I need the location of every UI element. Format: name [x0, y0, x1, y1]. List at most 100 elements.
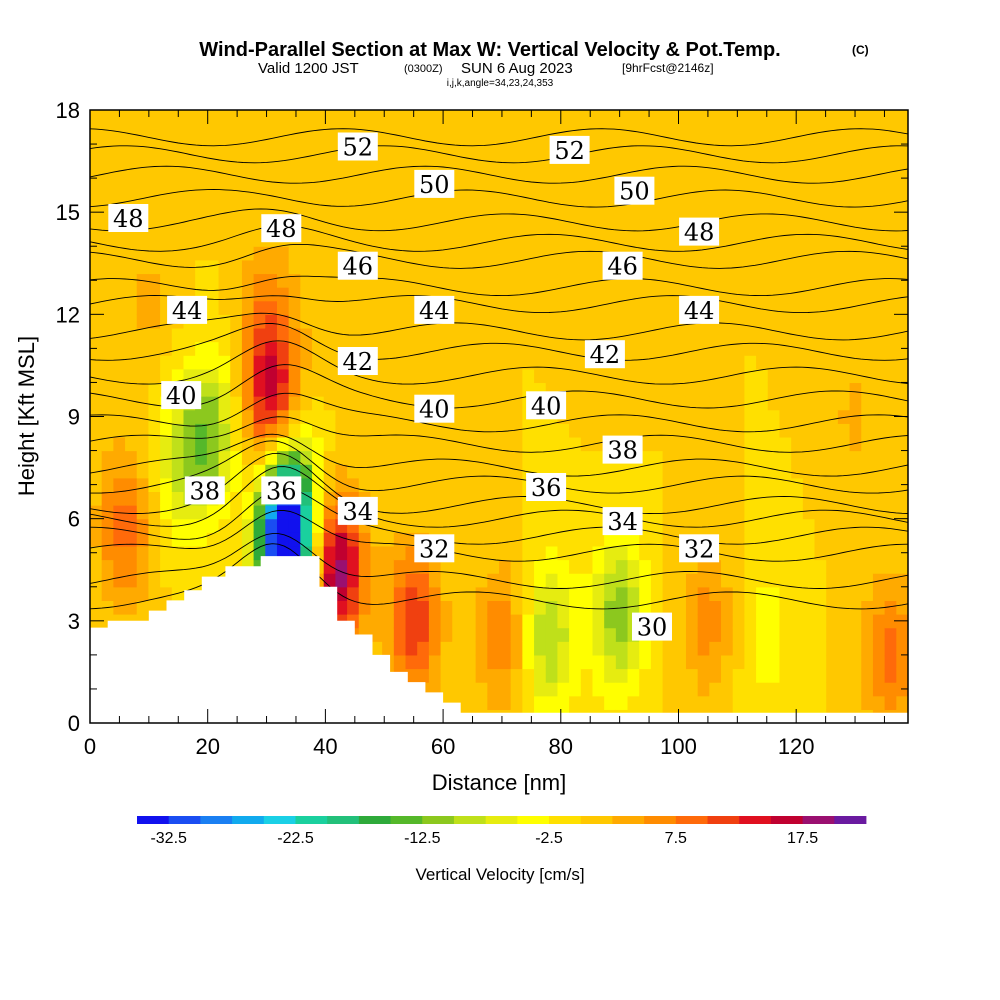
velocity-cell: [884, 137, 897, 152]
velocity-cell: [592, 368, 605, 384]
velocity-cell: [382, 573, 395, 588]
velocity-cell: [662, 368, 675, 384]
velocity-cell: [487, 246, 500, 261]
velocity-cell: [335, 600, 348, 615]
velocity-cell: [849, 627, 862, 642]
velocity-cell: [837, 396, 851, 411]
velocity-cell: [452, 641, 465, 656]
velocity-cell: [195, 355, 208, 370]
velocity-cell: [358, 423, 372, 438]
velocity-cell: [849, 668, 862, 683]
velocity-cell: [206, 518, 220, 533]
velocity-cell: [639, 287, 652, 302]
velocity-cell: [837, 137, 851, 152]
velocity-cell: [312, 505, 325, 520]
velocity-cell: [709, 246, 722, 261]
velocity-cell: [382, 368, 395, 384]
velocity-cell: [475, 409, 488, 424]
velocity-cell: [417, 491, 430, 506]
velocity-cell: [650, 287, 664, 302]
velocity-cell: [814, 518, 827, 533]
velocity-cell: [510, 436, 523, 452]
velocity-cell: [101, 137, 114, 152]
velocity-cell: [662, 273, 675, 288]
velocity-cell: [440, 355, 453, 370]
velocity-cell: [557, 682, 570, 697]
velocity-cell: [358, 191, 372, 206]
velocity-cell: [744, 218, 757, 234]
velocity-cell: [721, 246, 734, 261]
velocity-cell: [896, 464, 908, 479]
velocity-cell: [393, 150, 407, 166]
velocity-cell: [393, 614, 407, 629]
velocity-cell: [534, 191, 547, 206]
chart-copyright: (C): [852, 43, 869, 57]
velocity-cell: [370, 423, 383, 438]
velocity-cell: [884, 586, 897, 601]
velocity-cell: [499, 396, 512, 411]
velocity-cell: [90, 246, 103, 261]
velocity-cell: [534, 586, 547, 601]
velocity-cell: [650, 368, 664, 384]
velocity-cell: [580, 559, 594, 574]
velocity-cell: [744, 409, 757, 424]
chart-titles: Wind-Parallel Section at Max W: Vertical…: [199, 39, 868, 89]
velocity-cell: [335, 205, 348, 220]
velocity-cell: [241, 191, 255, 206]
velocity-cell: [148, 355, 161, 370]
velocity-cell: [499, 627, 512, 642]
velocity-cell: [148, 341, 161, 356]
velocity-cell: [136, 123, 150, 138]
velocity-cell: [767, 150, 781, 166]
velocity-cell: [662, 287, 675, 302]
isentrope-line: [90, 452, 908, 515]
velocity-cell: [662, 205, 675, 220]
velocity-cell: [206, 464, 220, 479]
velocity-cell: [487, 477, 500, 493]
velocity-cell: [323, 137, 336, 152]
velocity-cell: [417, 627, 430, 642]
velocity-cell: [241, 205, 255, 220]
velocity-cell: [732, 110, 745, 125]
velocity-cell: [510, 559, 523, 574]
velocity-cell: [241, 273, 255, 288]
velocity-cell: [767, 341, 781, 356]
velocity-cell: [569, 573, 582, 588]
velocity-cell: [779, 137, 792, 152]
velocity-cell: [814, 450, 827, 465]
velocity-cell: [826, 341, 839, 356]
velocity-cell: [393, 450, 407, 465]
velocity-cell: [206, 450, 220, 465]
x-tick-label: 0: [84, 734, 96, 759]
velocity-cell: [732, 532, 745, 547]
velocity-cell: [347, 586, 360, 601]
velocity-cell: [276, 464, 290, 479]
velocity-cell: [615, 150, 629, 166]
velocity-cell: [510, 409, 523, 424]
velocity-cell: [545, 450, 559, 465]
velocity-cell: [709, 641, 722, 656]
velocity-cell: [896, 355, 908, 370]
velocity-cell: [767, 178, 781, 193]
velocity-cell: [417, 573, 430, 588]
velocity-cell: [405, 355, 418, 370]
velocity-cell: [650, 668, 664, 683]
velocity-cell: [475, 477, 488, 493]
velocity-cell: [335, 586, 348, 601]
velocity-cell: [358, 110, 372, 125]
x-tick-label: 60: [431, 734, 455, 759]
velocity-cell: [557, 695, 570, 710]
velocity-cell: [347, 423, 360, 438]
velocity-cell: [814, 423, 827, 438]
velocity-cell: [499, 314, 512, 329]
velocity-cell: [674, 491, 687, 506]
velocity-cell: [837, 573, 851, 588]
velocity-cell: [802, 368, 816, 384]
velocity-cell: [382, 314, 395, 329]
velocity-cell: [592, 218, 605, 234]
velocity-cell: [113, 137, 126, 152]
velocity-cell: [802, 382, 816, 397]
velocity-cell: [300, 505, 313, 520]
velocity-cell: [382, 178, 395, 193]
velocity-cell: [791, 668, 804, 683]
